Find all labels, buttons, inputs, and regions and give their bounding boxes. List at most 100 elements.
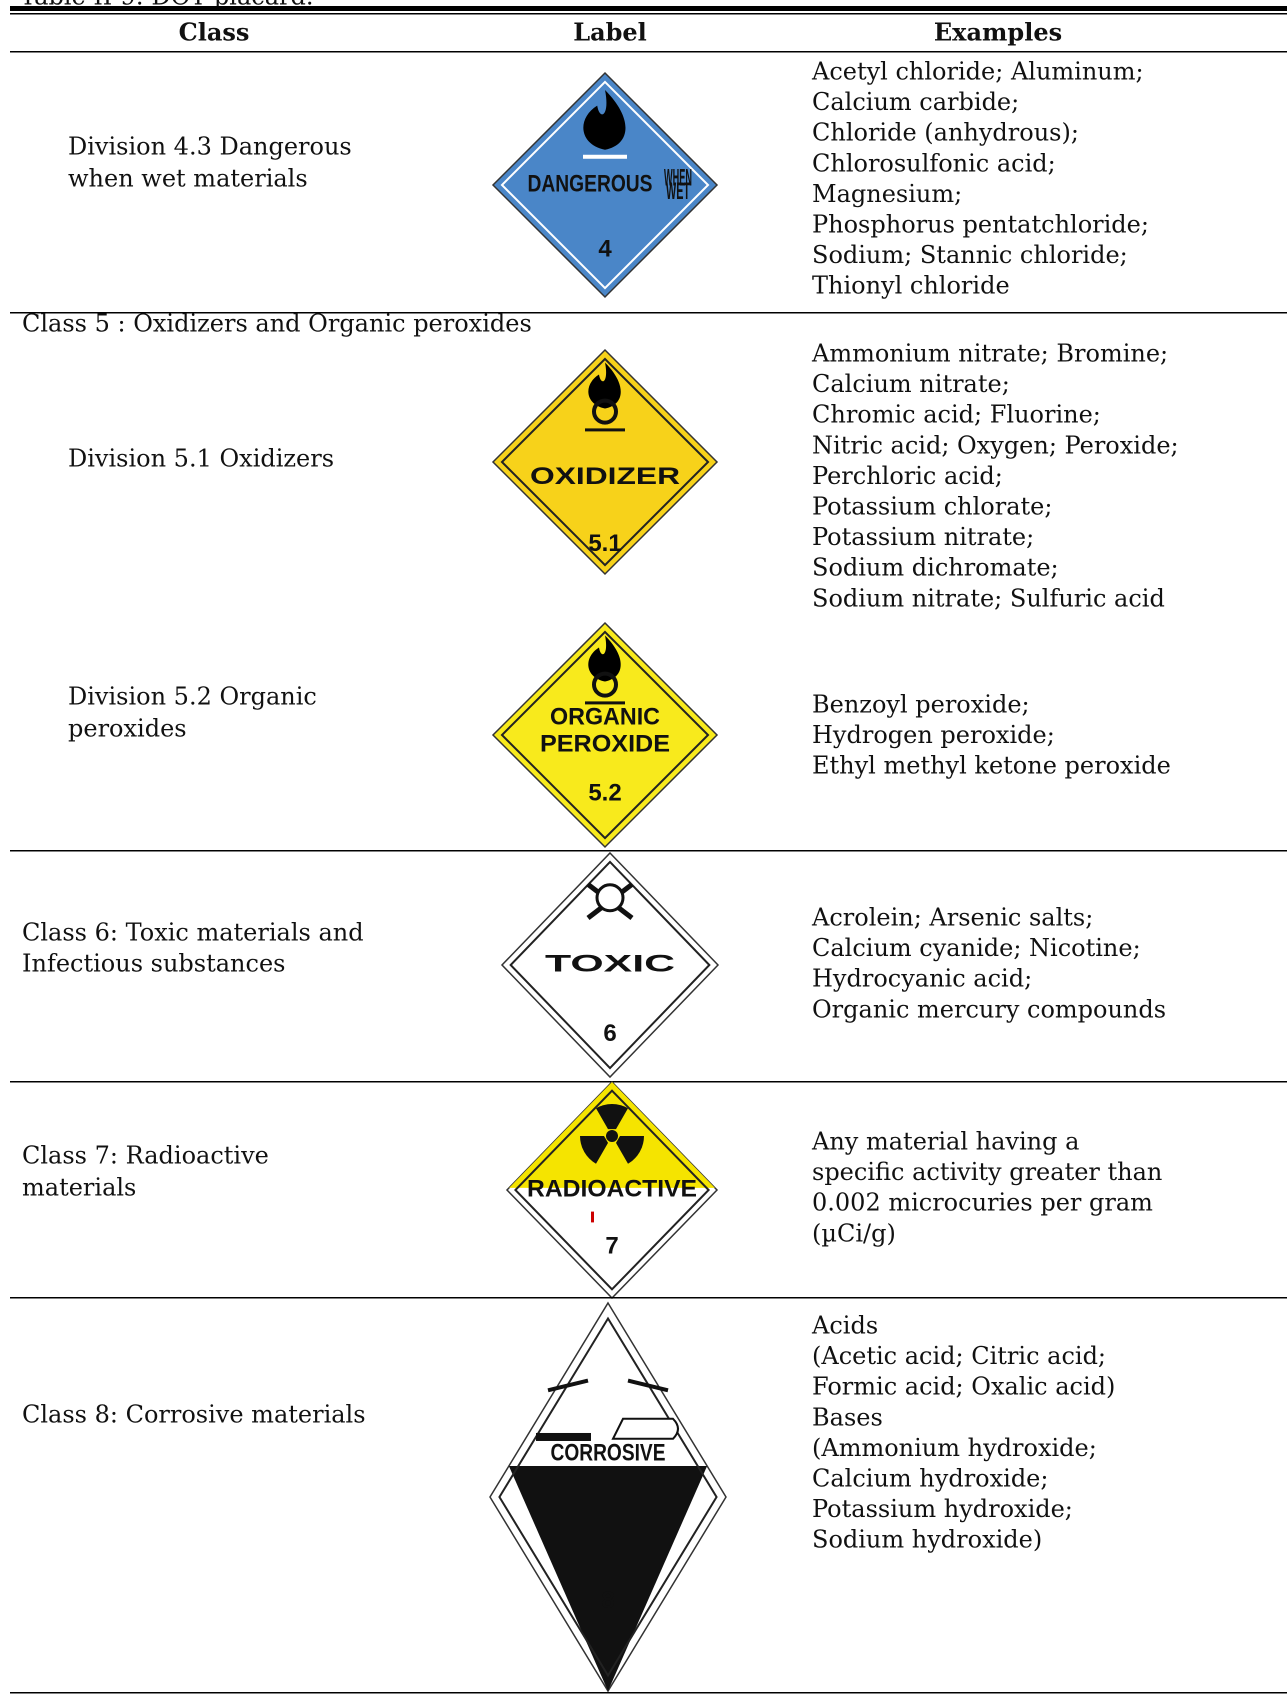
placard-bottom (508, 1465, 708, 1691)
header-class: Class (179, 18, 250, 47)
trefoil (616, 1136, 644, 1164)
example-text: Phosphorus pentatchloride; (812, 211, 1149, 239)
example-text: Potassium nitrate; (812, 523, 1034, 551)
placard-text: 6 (603, 1020, 616, 1047)
example-text: Sodium dichromate; (812, 554, 1059, 582)
flame-base (583, 154, 627, 159)
row-rule (10, 1692, 1287, 1694)
example-text: Formic acid; Oxalic acid) (812, 1373, 1115, 1401)
example-text: Calcium cyanide; Nicotine; (812, 934, 1141, 962)
placard (491, 348, 719, 576)
placard-border (500, 357, 710, 567)
example-text: (Ammonium hydroxide; (812, 1434, 1097, 1462)
flame-symbol (583, 90, 626, 150)
placard-text: CORROSIVE (551, 1440, 666, 1467)
class-text: Division 5.1 Oxidizers (68, 445, 334, 473)
example-text: Any material having a (811, 1128, 1079, 1156)
placard-text: OXIDIZER (530, 463, 680, 490)
placard-text: ORGANIC (550, 704, 660, 731)
example-text: Organic mercury compounds (812, 995, 1166, 1023)
class-text: Class 8: Corrosive materials (22, 1401, 366, 1429)
header-rule (10, 51, 1287, 53)
example-text: Acids (811, 1312, 878, 1340)
example-text: Potassium chlorate; (812, 493, 1052, 521)
example-text: (Acetic acid; Citric acid; (812, 1342, 1106, 1370)
class-text: peroxides (68, 715, 187, 743)
test-tube (627, 1378, 669, 1393)
example-text: Thionyl chloride (812, 272, 1010, 300)
row-rule (10, 1081, 1287, 1083)
placard-text: 7 (605, 1233, 618, 1260)
placard (500, 851, 720, 1079)
trefoil (580, 1136, 608, 1164)
example-text: Magnesium; (812, 180, 962, 208)
example-text: (µCi/g) (812, 1219, 896, 1247)
example-text: Acetyl chloride; Aluminum; (811, 58, 1144, 86)
placard-text: 4 (598, 235, 612, 262)
example-text: Sodium nitrate; Sulfuric acid (812, 584, 1165, 612)
class-text: Division 4.3 Dangerous (68, 133, 352, 161)
example-text: Acrolein; Arsenic salts; (811, 904, 1093, 932)
oxidizer-ring (592, 398, 618, 425)
trefoil (596, 1104, 628, 1130)
placard-text: 8 (601, 1587, 614, 1614)
example-text: Chromic acid; Fluorine; (812, 401, 1101, 429)
oxidizer-ring (592, 671, 618, 698)
class-text: materials (22, 1174, 136, 1202)
placard-border (500, 80, 710, 290)
example-text: Sodium hydroxide) (812, 1526, 1042, 1554)
example-text: Ethyl methyl ketone peroxide (812, 752, 1171, 780)
placard-border (500, 630, 710, 840)
hand (611, 1417, 679, 1440)
example-text: Calcium hydroxide; (812, 1465, 1048, 1493)
caption: Table II-9: DOT placard. (20, 0, 314, 11)
example-text: Ammonium nitrate; Bromine; (811, 340, 1168, 368)
example-text: Potassium hydroxide; (812, 1495, 1073, 1523)
header-examples: Examples (934, 18, 1062, 47)
class-text: Division 5.2 Organic (68, 683, 317, 711)
example-text: Sodium; Stannic chloride; (812, 241, 1128, 269)
placard (491, 621, 719, 849)
example-text: Chlorosulfonic acid; (812, 149, 1056, 177)
oxidizer-base (585, 701, 625, 705)
placard-border (514, 1089, 710, 1291)
test-tube (547, 1378, 589, 1393)
placard-text: WHEN (664, 165, 692, 192)
placard-text: PEROXIDE (540, 730, 670, 757)
corroded-bar (536, 1432, 591, 1441)
placard-text: RADIOACTIVE (527, 1175, 697, 1202)
placard-text: 5.2 (588, 780, 621, 807)
placard-text: 5.1 (588, 530, 621, 557)
top-rule (10, 6, 1287, 11)
example-text: Benzoyl peroxide; (812, 691, 1030, 719)
example-text: Chloride (anhydrous); (812, 119, 1079, 147)
example-text: 0.002 microcuries per gram (812, 1189, 1153, 1217)
placard-text: DANGEROUS (528, 170, 653, 197)
example-text: Hydrocyanic acid; (812, 965, 1032, 993)
row-rule (10, 1297, 1287, 1299)
placard-text: WET (666, 178, 690, 205)
example-text: Perchloric acid; (812, 462, 1003, 490)
group-heading: Class 5 : Oxidizers and Organic peroxide… (22, 310, 532, 338)
header-label: Label (573, 18, 647, 47)
trefoil-center (606, 1130, 618, 1142)
placard (491, 71, 719, 299)
example-text: Bases (812, 1403, 883, 1431)
example-text: Calcium carbide; (812, 88, 1019, 116)
example-text: specific activity greater than (812, 1158, 1162, 1186)
rad-bar (591, 1211, 594, 1223)
class-text: Class 6: Toxic materials and (22, 919, 364, 947)
class-text: when wet materials (68, 165, 308, 193)
row-rule (10, 850, 1287, 852)
row-rule (10, 312, 1287, 314)
skull (595, 883, 625, 913)
example-text: Calcium nitrate; (812, 370, 1010, 398)
flame-symbol (588, 635, 621, 682)
placard-text: TOXIC (545, 950, 675, 977)
placard-border (509, 860, 711, 1070)
class-text: Class 7: Radioactive (22, 1142, 269, 1170)
top-rule (10, 13, 1287, 15)
class-text: Infectious substances (22, 950, 285, 978)
